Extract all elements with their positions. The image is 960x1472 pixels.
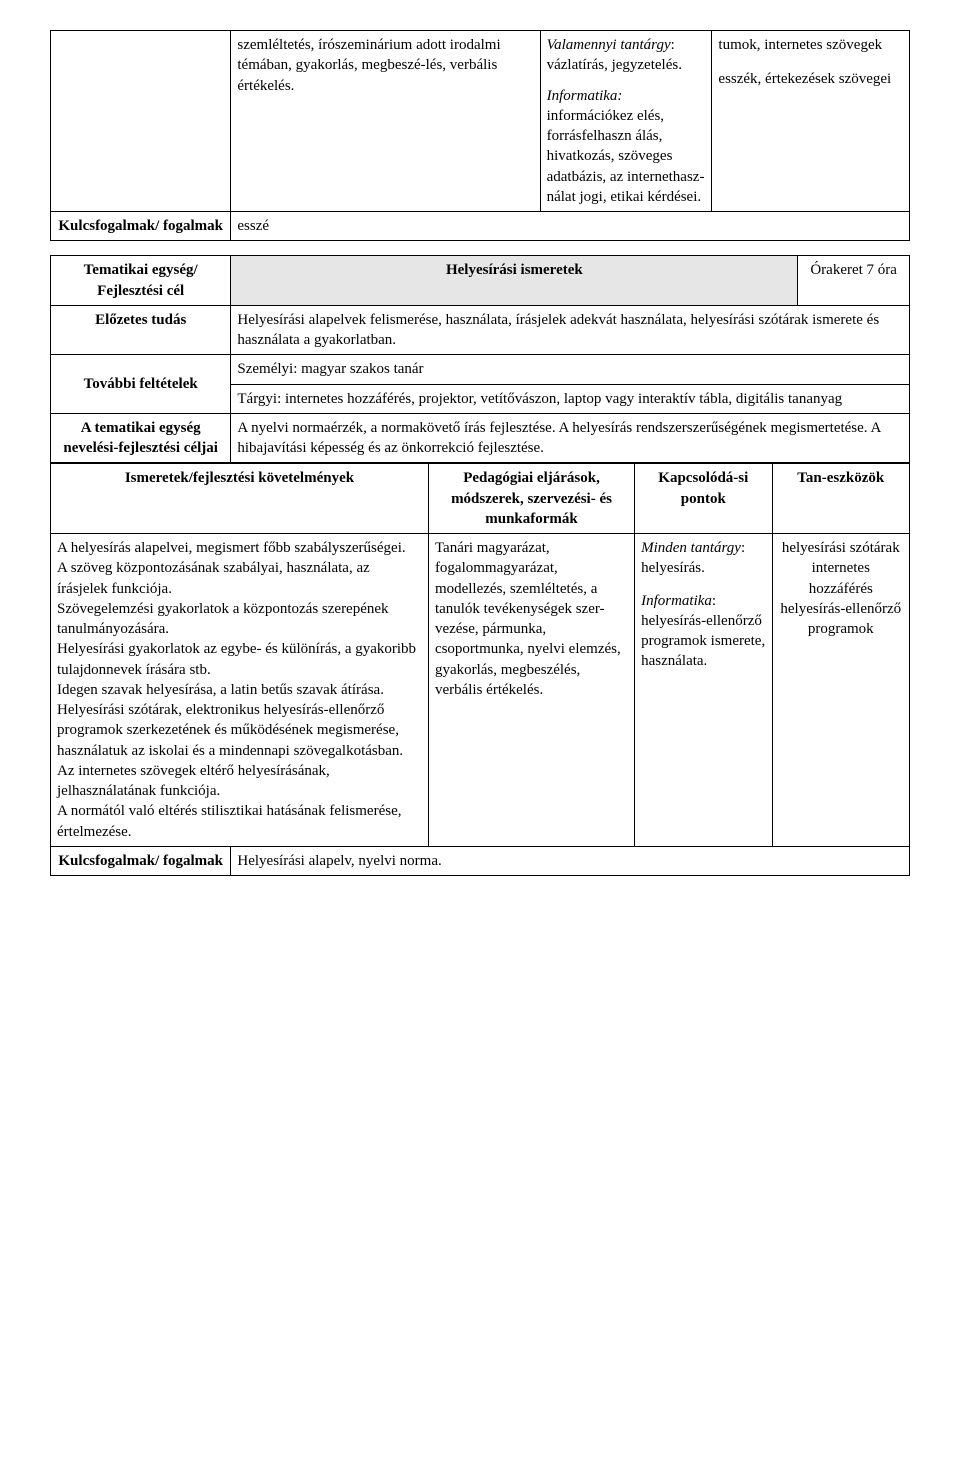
- t2-further-conditions-material: Tárgyi: internetes hozzáférés, projektor…: [231, 384, 910, 413]
- table-lower: Tematikai egység/ Fejlesztési cél Helyes…: [50, 255, 910, 876]
- t2-conn-italic1: Minden tantárgy: [641, 540, 741, 556]
- table-upper: szemléltetés, írószeminárium adott iroda…: [50, 30, 910, 241]
- t2-header-tools: Tan-eszközök: [772, 463, 909, 533]
- t2-further-conditions-personal: Személyi: magyar szakos tanár: [231, 355, 910, 384]
- t2-key-concepts-label: Kulcsfogalmak/ fogalmak: [51, 846, 231, 875]
- t1-col4-content: tumok, internetes szövegek esszék, értek…: [712, 31, 910, 212]
- t1-col2-text: szemléltetés, írószeminárium adott iroda…: [237, 37, 500, 94]
- t2-further-conditions-label: További feltételek: [51, 355, 231, 414]
- t2-methods-content: Tanári magyarázat, fogalommagyarázat, mo…: [428, 534, 634, 847]
- t2-goals-label: A tematikai egység nevelési-fejlesztési …: [51, 413, 231, 463]
- t1-col3-italic1: Valamennyi tantárgy: [547, 37, 671, 53]
- t1-key-concepts-label: Kulcsfogalmak/ fogalmak: [51, 212, 231, 241]
- t1-col4-p2: esszék, értekezések szövegei: [718, 69, 903, 89]
- t2-hours: Órakeret 7 óra: [798, 256, 910, 306]
- t2-connections-content: Minden tantárgy: helyesírás. Informatika…: [635, 534, 772, 847]
- t2-thematic-unit-label: Tematikai egység/ Fejlesztési cél: [51, 256, 231, 306]
- t1-col3-content: Valamennyi tantárgy: vázlatírás, jegyzet…: [540, 31, 712, 212]
- t2-key-concepts-value: Helyesírási alapelv, nyelvi norma.: [231, 846, 910, 875]
- t1-col3-italic2: Informatika:: [547, 88, 623, 104]
- t1-key-concepts-value: esszé: [231, 212, 910, 241]
- t1-col2-content: szemléltetés, írószeminárium adott iroda…: [231, 31, 540, 212]
- t2-requirements-content: A helyesírás alapelvei, megismert főbb s…: [51, 534, 429, 847]
- t2-title: Helyesírási ismeretek: [231, 256, 798, 306]
- t2-prior-knowledge-value: Helyesírási alapelvek felismerése, haszn…: [231, 305, 910, 355]
- t2-tools-content: helyesírási szótárak internetes hozzáfér…: [772, 534, 909, 847]
- t2-prior-knowledge-label: Előzetes tudás: [51, 305, 231, 355]
- t2-conn-italic2: Informatika: [641, 593, 712, 609]
- t1-col1-empty: [51, 31, 231, 212]
- t1-col4-p1: tumok, internetes szövegek: [718, 35, 903, 55]
- t2-header-requirements: Ismeretek/fejlesztési követelmények: [51, 463, 429, 533]
- t2-header-connections: Kapcsolódá-si pontok: [635, 463, 772, 533]
- t2-header-methods: Pedagógiai eljárások, módszerek, szervez…: [428, 463, 634, 533]
- t1-col3-rest2: információkez elés, forrásfelhaszn álás,…: [547, 108, 705, 205]
- t2-goals-value: A nyelvi normaérzék, a normakövető írás …: [231, 413, 910, 463]
